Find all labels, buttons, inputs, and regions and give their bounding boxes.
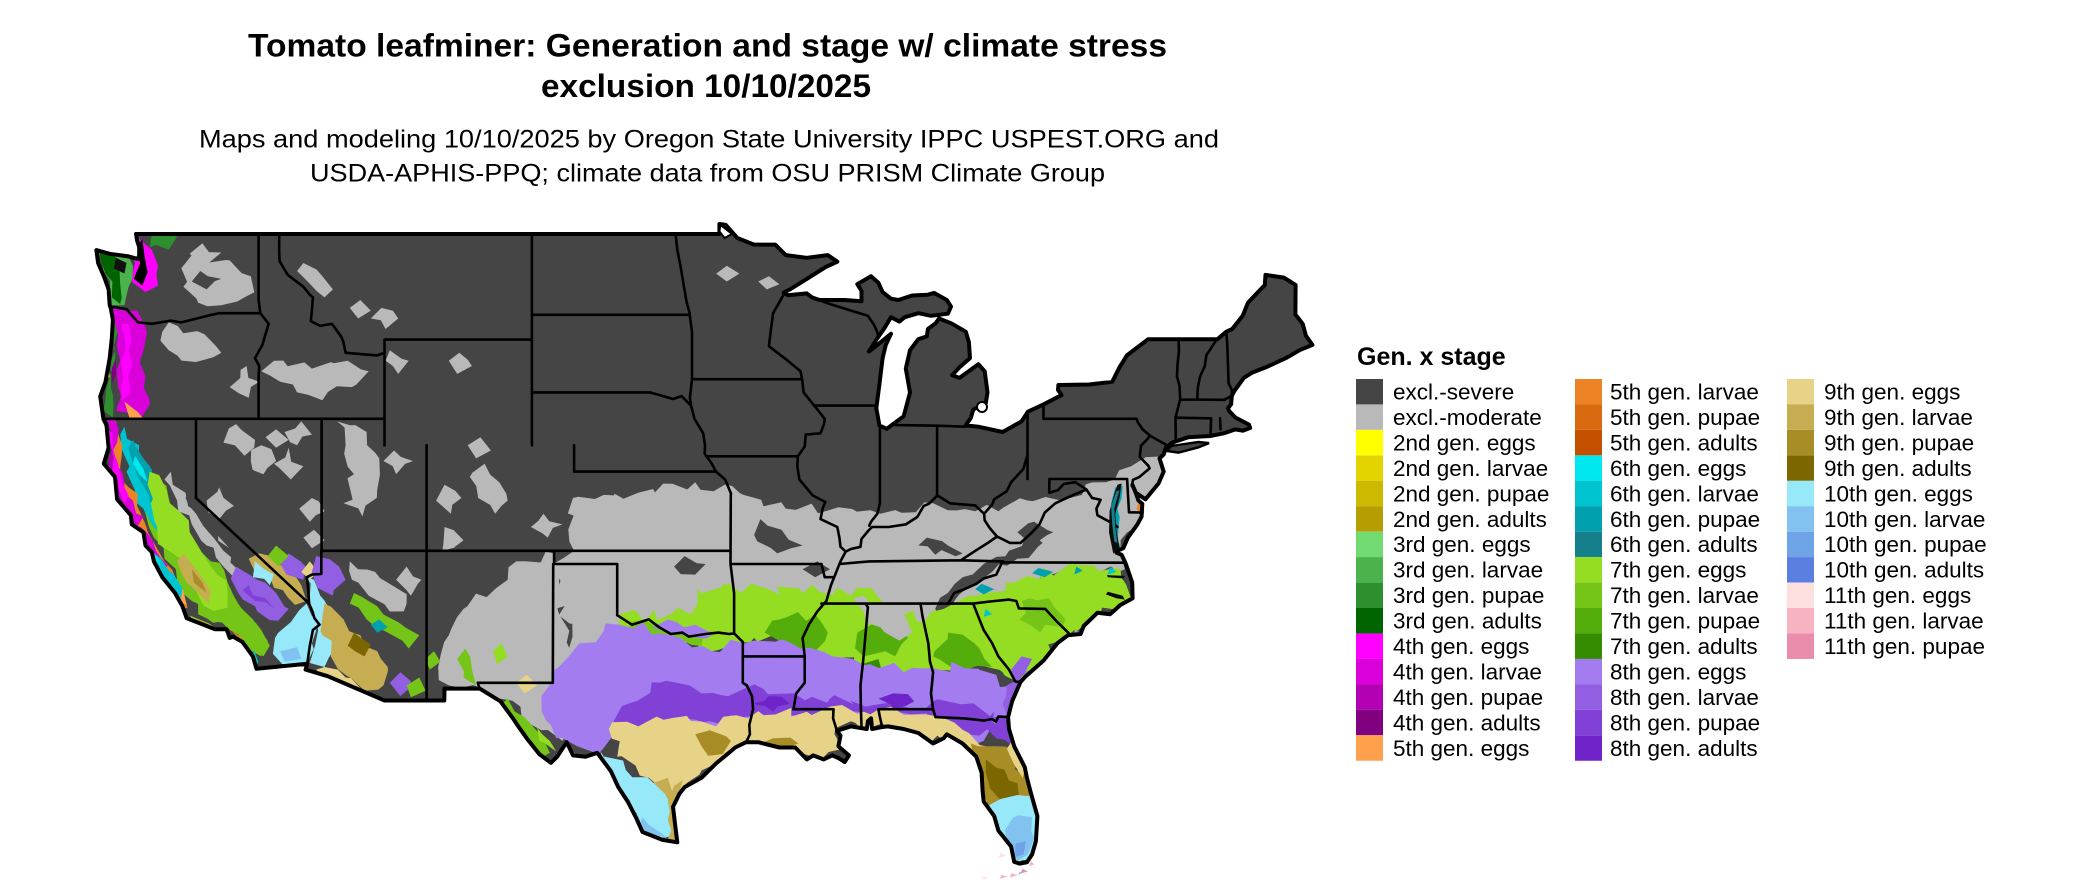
svg-text:4th gen. adults: 4th gen. adults <box>1393 710 1541 735</box>
svg-text:7th gen. eggs: 7th gen. eggs <box>1610 558 1746 583</box>
svg-text:Tomato leafminer: Generation a: Tomato leafminer: Generation and stage w… <box>248 28 1167 64</box>
svg-text:10th gen. eggs: 10th gen. eggs <box>1824 481 1973 506</box>
svg-text:4th gen. eggs: 4th gen. eggs <box>1393 634 1529 659</box>
svg-text:6th gen. pupae: 6th gen. pupae <box>1610 507 1760 532</box>
svg-text:11th gen. larvae: 11th gen. larvae <box>1824 609 1984 634</box>
svg-text:8th gen. pupae: 8th gen. pupae <box>1610 710 1760 735</box>
svg-text:6th gen. adults: 6th gen. adults <box>1610 532 1758 557</box>
svg-text:3rd gen. adults: 3rd gen. adults <box>1393 609 1542 634</box>
svg-text:7th gen. larvae: 7th gen. larvae <box>1610 583 1759 608</box>
svg-text:3rd gen. larvae: 3rd gen. larvae <box>1393 558 1543 583</box>
svg-text:5th gen. pupae: 5th gen. pupae <box>1610 405 1760 430</box>
svg-text:excl.-moderate: excl.-moderate <box>1393 405 1542 430</box>
svg-text:11th gen. eggs: 11th gen. eggs <box>1824 583 1971 608</box>
svg-text:excl.-severe: excl.-severe <box>1393 380 1514 405</box>
svg-text:10th gen. pupae: 10th gen. pupae <box>1824 532 1987 557</box>
svg-text:10th gen. larvae: 10th gen. larvae <box>1824 507 1985 532</box>
svg-text:2nd gen. larvae: 2nd gen. larvae <box>1393 456 1548 481</box>
svg-text:5th gen. larvae: 5th gen. larvae <box>1610 380 1759 405</box>
svg-text:6th gen. eggs: 6th gen. eggs <box>1610 456 1746 481</box>
svg-text:2nd gen. adults: 2nd gen. adults <box>1393 507 1547 532</box>
svg-text:4th gen. pupae: 4th gen. pupae <box>1393 685 1543 710</box>
svg-text:4th gen. larvae: 4th gen. larvae <box>1393 659 1542 684</box>
svg-text:3rd gen. pupae: 3rd gen. pupae <box>1393 583 1544 608</box>
svg-text:8th gen. adults: 8th gen. adults <box>1610 736 1758 761</box>
svg-text:6th gen. larvae: 6th gen. larvae <box>1610 481 1759 506</box>
svg-text:2nd gen. eggs: 2nd gen. eggs <box>1393 430 1536 455</box>
svg-text:11th gen. pupae: 11th gen. pupae <box>1824 634 1985 659</box>
svg-text:5th gen. adults: 5th gen. adults <box>1610 430 1758 455</box>
svg-text:9th gen. eggs: 9th gen. eggs <box>1824 380 1960 405</box>
svg-text:Maps and modeling 10/10/2025 b: Maps and modeling 10/10/2025 by Oregon S… <box>199 126 1219 154</box>
svg-text:10th gen. adults: 10th gen. adults <box>1824 558 1984 583</box>
svg-text:USDA-APHIS-PPQ; climate data f: USDA-APHIS-PPQ; climate data from OSU PR… <box>310 160 1105 188</box>
svg-text:Gen. x stage: Gen. x stage <box>1357 343 1506 371</box>
svg-text:2nd gen. pupae: 2nd gen. pupae <box>1393 481 1549 506</box>
svg-text:exclusion 10/10/2025: exclusion 10/10/2025 <box>541 68 871 104</box>
svg-text:7th gen. pupae: 7th gen. pupae <box>1610 609 1760 634</box>
svg-text:3rd gen. eggs: 3rd gen. eggs <box>1393 532 1531 557</box>
svg-text:9th gen. adults: 9th gen. adults <box>1824 456 1972 481</box>
svg-text:8th gen. larvae: 8th gen. larvae <box>1610 685 1759 710</box>
svg-text:7th gen. adults: 7th gen. adults <box>1610 634 1758 659</box>
svg-text:9th gen. pupae: 9th gen. pupae <box>1824 430 1974 455</box>
svg-text:9th gen. larvae: 9th gen. larvae <box>1824 405 1973 430</box>
svg-text:8th gen. eggs: 8th gen. eggs <box>1610 659 1746 684</box>
svg-text:5th gen. eggs: 5th gen. eggs <box>1393 736 1529 761</box>
